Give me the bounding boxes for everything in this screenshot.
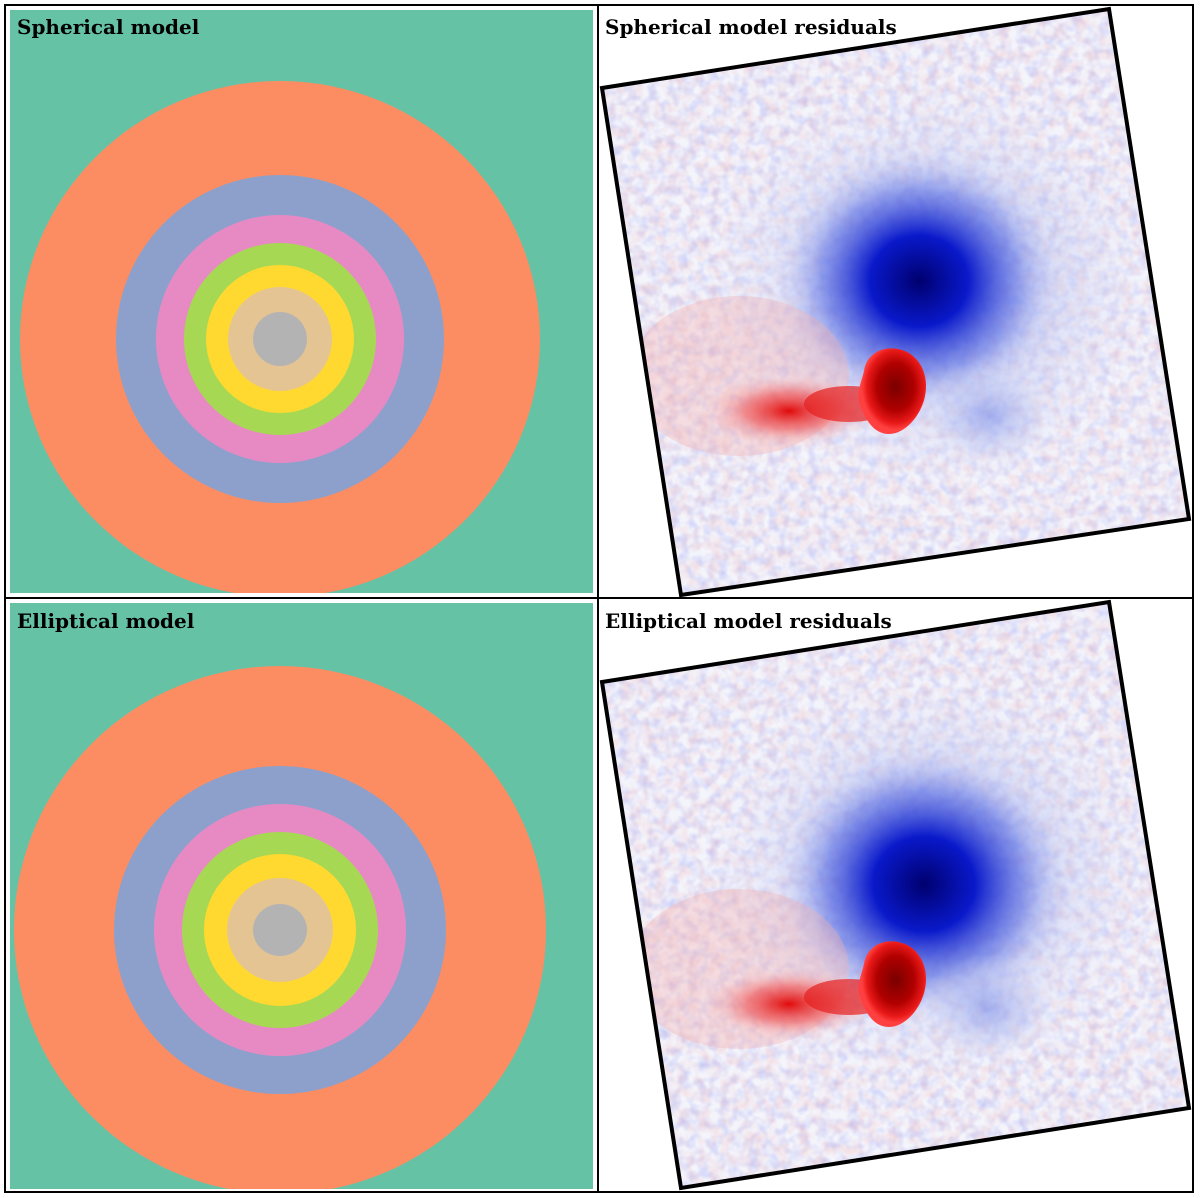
spherical-residuals-panel: Spherical model residuals — [599, 6, 1194, 597]
panel-title-spherical-residuals: Spherical model residuals — [605, 15, 897, 39]
residual-peak — [858, 941, 927, 1027]
spherical-model-image — [10, 10, 593, 593]
elliptical-residuals-image — [599, 599, 1192, 1191]
residual-frame — [599, 6, 1192, 597]
spherical-residuals-image — [599, 6, 1192, 597]
residual-frame — [599, 599, 1192, 1191]
horizontal-divider — [4, 597, 1194, 599]
ring-core — [253, 312, 307, 366]
residual-map — [602, 602, 1189, 1188]
residual-map — [602, 9, 1189, 595]
ring-core — [253, 904, 307, 956]
panel-title-spherical-model: Spherical model — [17, 15, 200, 39]
panel-title-elliptical-residuals: Elliptical model residuals — [605, 609, 892, 633]
elliptical-model-panel: Elliptical model — [10, 603, 593, 1189]
panel-title-elliptical-model: Elliptical model — [17, 609, 195, 633]
residual-peak — [858, 348, 927, 434]
spherical-model-panel: Spherical model — [10, 10, 593, 593]
elliptical-model-image — [10, 603, 593, 1189]
elliptical-residuals-panel: Elliptical model residuals — [599, 599, 1194, 1193]
